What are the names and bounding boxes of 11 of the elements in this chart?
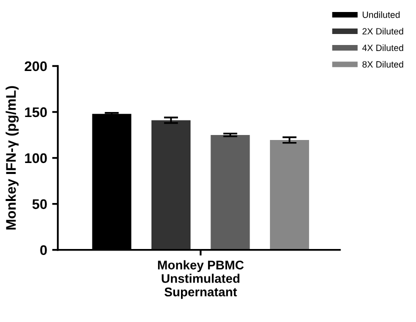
y-tick-label: 200 xyxy=(24,61,47,72)
y-axis-title: Monkey IFN-γ (pg/mL) xyxy=(6,86,19,230)
legend-label: 2X Diluted xyxy=(362,28,404,35)
legend-label: Undiluted xyxy=(362,11,400,18)
y-tick-label: 100 xyxy=(25,153,47,164)
legend-label: 8X Diluted xyxy=(362,60,404,68)
x-tick-label: Monkey PBMC Unstimulated Supernatant xyxy=(158,260,244,299)
legend-label: 4X Diluted xyxy=(362,44,404,52)
y-tick-label: 150 xyxy=(25,107,47,118)
y-tick-label: 0 xyxy=(40,245,47,256)
y-tick-label: 50 xyxy=(32,199,47,210)
